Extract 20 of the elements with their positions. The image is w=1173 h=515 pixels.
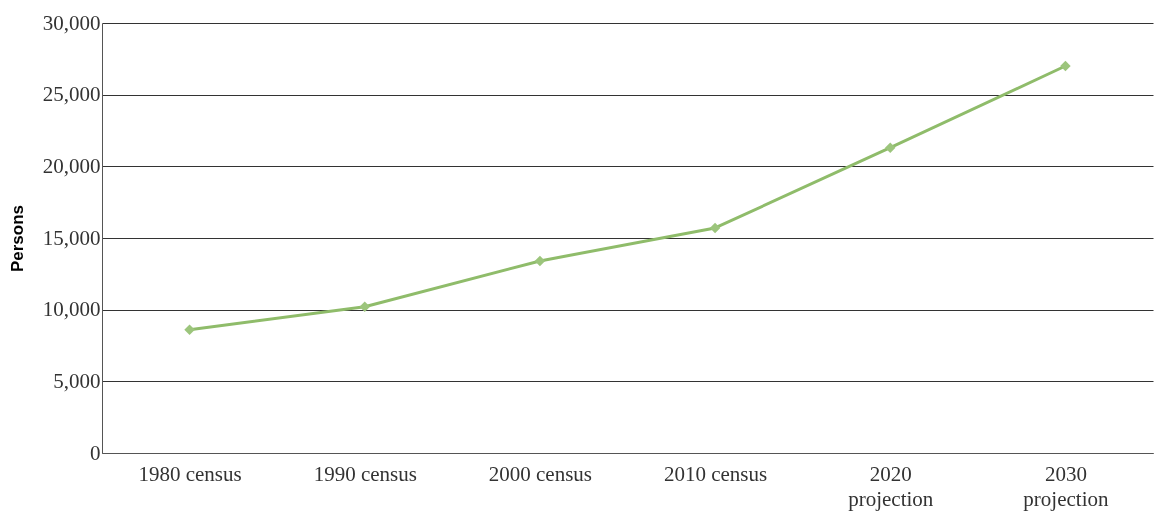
x-tick-label: 1990 census: [313, 461, 417, 486]
point: [885, 142, 896, 153]
x-tick-label: 2010 census: [663, 461, 768, 486]
y-tick-label: 5,000: [53, 368, 101, 393]
y-tick-label: 10,000: [42, 297, 101, 322]
y-axis-title: Persons: [7, 204, 27, 273]
y-tick-label: 0: [90, 440, 101, 465]
y-tick-label: 20,000: [42, 153, 101, 178]
x-tick-label: 2030 projection: [1023, 461, 1109, 511]
point: [709, 222, 721, 234]
x-tick-label: 2020 projection: [848, 461, 934, 511]
x-tick-label: 2000 census: [488, 461, 593, 486]
point: [359, 301, 370, 313]
point: [184, 324, 195, 335]
point: [1060, 60, 1071, 72]
y-tick-label: 15,000: [42, 225, 101, 250]
y-tick-label: 30,000: [42, 10, 101, 35]
point: [534, 255, 546, 267]
x-tick-label: 1980 census: [138, 461, 242, 486]
y-tick-label: 25,000: [42, 82, 101, 107]
